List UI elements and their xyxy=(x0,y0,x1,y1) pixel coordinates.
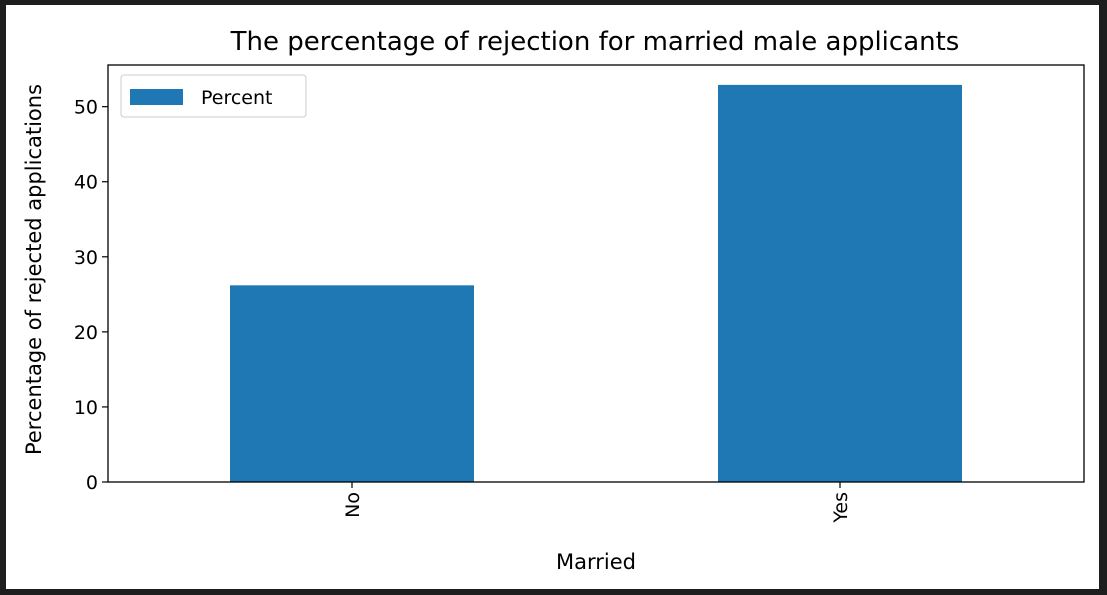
y-tick-label: 40 xyxy=(74,172,98,194)
y-tick-label: 50 xyxy=(74,97,98,119)
x-axis-label: Married xyxy=(556,550,636,574)
bar-yes xyxy=(718,84,962,483)
y-tick-label: 30 xyxy=(74,247,98,269)
y-tick-label: 0 xyxy=(86,472,98,494)
x-tick-label: No xyxy=(342,492,364,518)
y-tick-label: 20 xyxy=(74,322,98,344)
bar-no xyxy=(230,285,474,482)
legend: Percent xyxy=(120,74,307,118)
legend-swatch xyxy=(130,89,183,105)
y-axis-label: Percentage of rejected applications xyxy=(22,84,46,455)
x-tick-label: Yes xyxy=(830,492,852,524)
axes-frame xyxy=(107,64,1085,483)
chart-figure: The percentage of rejection for married … xyxy=(6,5,1099,589)
chart-title: The percentage of rejection for married … xyxy=(230,27,960,57)
y-tick-label: 10 xyxy=(74,397,98,419)
bar-chart: The percentage of rejection for married … xyxy=(22,27,1085,574)
legend-label: Percent xyxy=(201,87,273,109)
legend-box xyxy=(120,74,307,118)
